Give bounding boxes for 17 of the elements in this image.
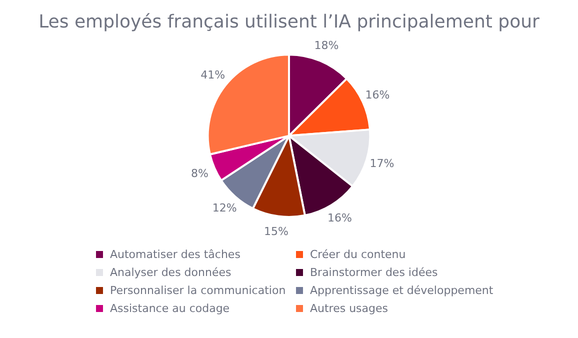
legend-label: Apprentissage et développement bbox=[310, 284, 494, 297]
data-label: 8% bbox=[190, 167, 208, 180]
chart-title: Les employés français utilisent l’IA principalement pour bbox=[38, 11, 540, 32]
legend-label: Autres usages bbox=[310, 302, 388, 315]
data-label: 12% bbox=[212, 201, 237, 214]
legend-label: Analyser des données bbox=[110, 266, 232, 279]
legend-label: Brainstormer des idées bbox=[310, 266, 438, 279]
legend-label: Créer du contenu bbox=[310, 248, 406, 261]
data-label: 16% bbox=[365, 88, 390, 102]
data-label: 41% bbox=[200, 68, 226, 82]
legend-label: Personnaliser la communication bbox=[110, 284, 286, 297]
legend-label: Automatiser des tâches bbox=[110, 248, 240, 261]
legend-label: Assistance au codage bbox=[110, 302, 230, 315]
data-label: 15% bbox=[264, 225, 288, 238]
data-label: 16% bbox=[328, 212, 352, 225]
data-label: 18% bbox=[314, 38, 339, 52]
data-label: 17% bbox=[370, 157, 394, 170]
